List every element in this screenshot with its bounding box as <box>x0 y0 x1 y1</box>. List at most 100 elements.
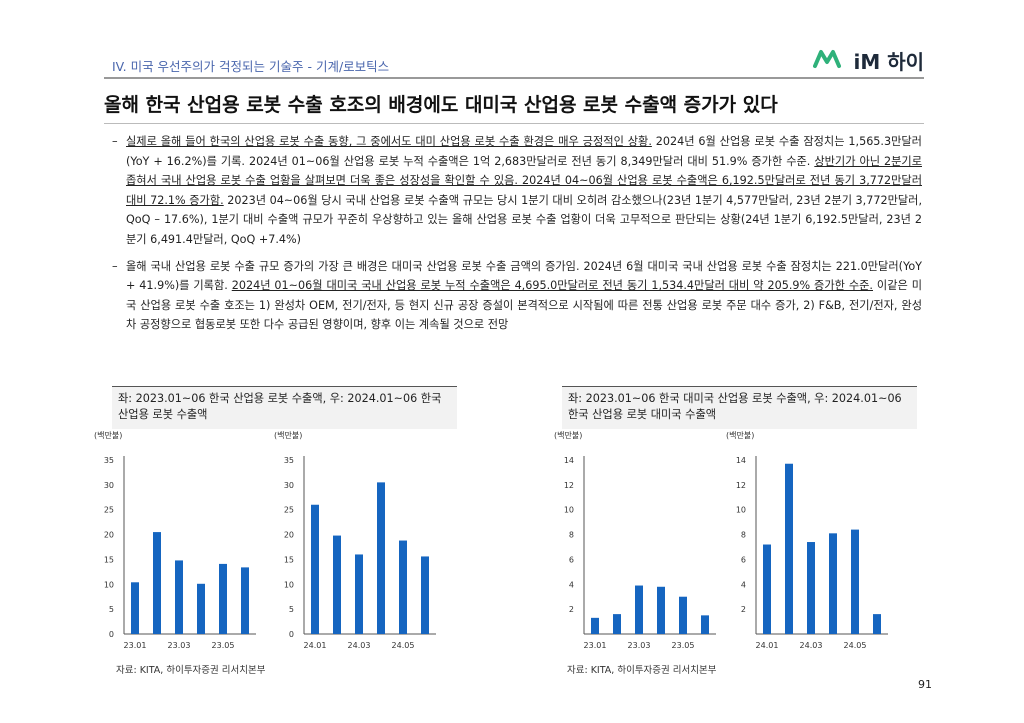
unit-label: (백만불) <box>274 430 302 440</box>
bar <box>829 533 837 634</box>
y-tick-label: 10 <box>564 506 574 515</box>
y-tick-label: 14 <box>736 456 746 465</box>
y-tick-label: 12 <box>564 481 574 490</box>
x-tick-label: 23.01 <box>124 641 147 650</box>
y-tick-label: 4 <box>741 580 746 589</box>
x-tick-label: 24.01 <box>756 641 779 650</box>
bar <box>241 567 249 634</box>
y-tick-label: 5 <box>289 605 294 614</box>
y-tick-label: 35 <box>104 456 114 465</box>
bar <box>311 504 319 634</box>
bar <box>399 540 407 634</box>
x-tick-label: 23.05 <box>672 641 695 650</box>
bullet-item: – 실제로 올해 들어 한국의 산업용 로봇 수출 동향, 그 중에서도 대미 산… <box>112 132 922 250</box>
y-tick-label: 6 <box>741 555 746 564</box>
y-tick-label: 20 <box>104 531 114 540</box>
y-tick-label: 15 <box>284 555 294 564</box>
bullet-text-run: 2024년 6월 산업용 로봇 수출 잠정치는 1,565.3만달러(YoY +… <box>126 135 922 168</box>
y-tick-label: 30 <box>284 481 294 490</box>
unit-label: (백만불) <box>554 430 582 440</box>
brand-logo: iM 하이 <box>813 46 924 75</box>
bullet-text-run: 2023년 04~06월 당시 국내 산업용 로봇 수출액 규모는 당시 1분기… <box>126 193 923 246</box>
bar <box>197 583 205 634</box>
chart-korea-2023: (백만불) 0 5 10 15 20 25 30 35 23.01 23.03 23.05 <box>94 430 256 650</box>
y-tick-label: 25 <box>284 506 294 515</box>
bar <box>153 532 161 634</box>
y-tick-label: 5 <box>109 605 114 614</box>
bar <box>421 556 429 634</box>
y-tick-label: 10 <box>736 506 746 515</box>
chart-korea-2024: (백만불) 0 5 10 15 20 25 30 35 24.01 24.03 24.05 <box>274 430 436 650</box>
x-tick-label: 24.03 <box>800 641 823 650</box>
bullet-text-run: 올해 국내 산업용 로봇 수출 규모 증가의 가장 큰 배경은 대미국 산업용 … <box>126 259 922 293</box>
chart-panel-right-title-bg <box>562 386 917 429</box>
y-tick-label: 6 <box>569 555 574 564</box>
y-tick-label: 30 <box>104 481 114 490</box>
bar <box>701 615 709 634</box>
x-tick-label: 23.03 <box>168 641 191 650</box>
bar <box>873 614 881 634</box>
y-tick-label: 25 <box>104 506 114 515</box>
bullet-dash: – <box>112 135 118 148</box>
x-tick-label: 23.03 <box>628 641 651 650</box>
unit-label: (백만불) <box>726 430 754 440</box>
logo-mark-icon <box>813 48 847 74</box>
x-tick-label: 23.01 <box>584 641 607 650</box>
y-tick-label: 4 <box>569 580 574 589</box>
y-tick-label: 0 <box>109 630 114 639</box>
bullet-dash: – <box>112 259 118 273</box>
bar <box>763 544 771 634</box>
bar <box>333 535 341 634</box>
bar <box>807 542 815 634</box>
y-tick-label: 2 <box>569 605 574 614</box>
bullet-text-emphasis: 상반기가 아닌 2분기로 좁혀서 국내 산업용 로봇 수출 업황을 살펴보면 더… <box>126 154 922 207</box>
bar <box>851 529 859 634</box>
header-rule <box>104 77 924 79</box>
unit-label: (백만불) <box>94 430 122 440</box>
bullet-text: 올해 국내 산업용 로봇 수출 규모 증가의 가장 큰 배경은 대미국 산업용 … <box>126 257 922 335</box>
bullet-text-run: 이같은 미국 산업용 로봇 수출 호조는 1) 완성차 OEM, 전기/전자, … <box>126 279 922 332</box>
y-tick-label: 2 <box>741 605 746 614</box>
chart-us-2023: (백만불) 2 4 6 8 10 12 14 23.01 23.03 23.05 <box>554 430 716 650</box>
source-left: 자료: KITA, 하이투자증권 리서치본부 <box>116 665 266 676</box>
chart-us-2024: (백만불) 2 4 6 8 10 12 14 24.01 24.03 24.05 <box>726 430 888 650</box>
bar <box>591 617 599 634</box>
bar <box>131 582 139 634</box>
y-tick-label: 20 <box>284 531 294 540</box>
chart-panel-right-title: 좌: 2023.01~06 한국 대미국 산업용 로봇 수출액, 우: 2024… <box>568 392 902 421</box>
chart-panel-left-title-bg <box>112 386 457 429</box>
x-tick-label: 24.05 <box>392 641 415 650</box>
bullet-text-emphasis: 실제로 올해 들어 한국의 산업용 로봇 수출 동향, 그 중에서도 대미 산업… <box>126 135 652 148</box>
bar <box>657 586 665 634</box>
x-tick-label: 23.05 <box>212 641 235 650</box>
y-tick-label: 14 <box>564 456 574 465</box>
bar <box>219 563 227 634</box>
bullet-text-emphasis: 2024년 01~06월 대미국 국내 산업용 로봇 누적 수출액은 4,695… <box>231 279 873 293</box>
page-headline: 올해 한국 산업용 로봇 수출 호조의 배경에도 대미국 산업용 로봇 수출액 … <box>104 94 778 116</box>
y-tick-label: 8 <box>741 531 746 540</box>
bullet-text: 실제로 올해 들어 한국의 산업용 로봇 수출 동향, 그 중에서도 대미 산업… <box>126 132 922 250</box>
section-title: IV. 미국 우선주의가 걱정되는 기술주 - 기계/로보틱스 <box>112 59 390 74</box>
bar <box>785 463 793 634</box>
page-number: 91 <box>918 678 932 691</box>
chart-panel-left-title: 좌: 2023.01~06 한국 산업용 로봇 수출액, 우: 2024.01~… <box>118 392 442 421</box>
bar <box>175 560 183 634</box>
logo-text: iM 하이 <box>853 50 924 74</box>
x-tick-label: 24.05 <box>844 641 867 650</box>
y-tick-label: 15 <box>104 555 114 564</box>
bar <box>635 585 643 634</box>
y-tick-label: 0 <box>289 630 294 639</box>
x-tick-label: 24.01 <box>304 641 327 650</box>
y-tick-label: 35 <box>284 456 294 465</box>
bar <box>355 554 363 634</box>
y-tick-label: 10 <box>284 580 294 589</box>
y-tick-label: 12 <box>736 481 746 490</box>
bar <box>613 614 621 634</box>
y-tick-label: 8 <box>569 531 574 540</box>
headline-rule <box>104 123 924 124</box>
y-tick-label: 10 <box>104 580 114 589</box>
source-right: 자료: KITA, 하이투자증권 리서치본부 <box>567 665 717 676</box>
bullet-list: – 실제로 올해 들어 한국의 산업용 로봇 수출 동향, 그 중에서도 대미 산… <box>112 132 922 342</box>
bar <box>679 596 687 634</box>
bar <box>377 482 385 634</box>
